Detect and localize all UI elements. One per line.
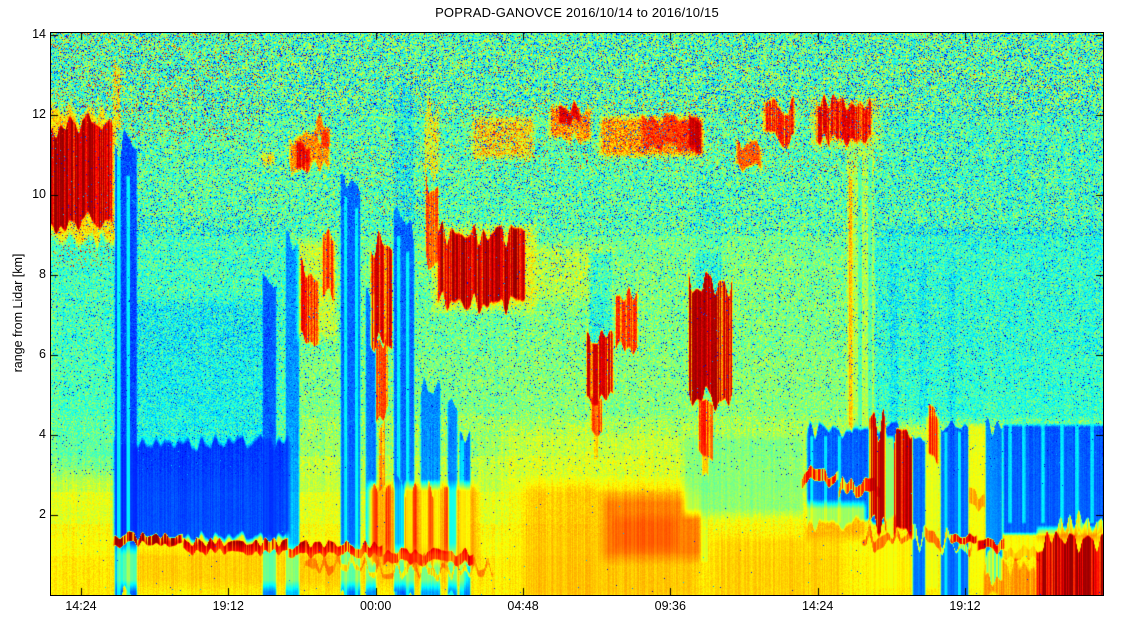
plot-area — [50, 32, 1104, 596]
y-tick-label-14: 14 — [32, 27, 46, 41]
x-tick-label-5: 14:24 — [802, 599, 834, 613]
y-tick-label-4: 4 — [39, 427, 46, 441]
x-tick-label-0: 14:24 — [65, 599, 97, 613]
x-tick-label-6: 19:12 — [949, 599, 981, 613]
y-tick-label-2: 2 — [39, 507, 46, 521]
y-tick-label-12: 12 — [32, 107, 46, 121]
y-axis-label: range from Lidar [km] — [11, 253, 25, 373]
x-tick-label-3: 04:48 — [507, 599, 539, 613]
x-tick-label-2: 00:00 — [360, 599, 392, 613]
x-tick-label-1: 19:12 — [212, 599, 244, 613]
y-tick-label-6: 6 — [39, 347, 46, 361]
y-tick-label-10: 10 — [32, 187, 46, 201]
y-tick-label-8: 8 — [39, 267, 46, 281]
figure-title: POPRAD-GANOVCE 2016/10/14 to 2016/10/15 — [435, 5, 719, 20]
heatmap-canvas — [51, 33, 1103, 595]
x-tick-label-4: 09:36 — [654, 599, 686, 613]
